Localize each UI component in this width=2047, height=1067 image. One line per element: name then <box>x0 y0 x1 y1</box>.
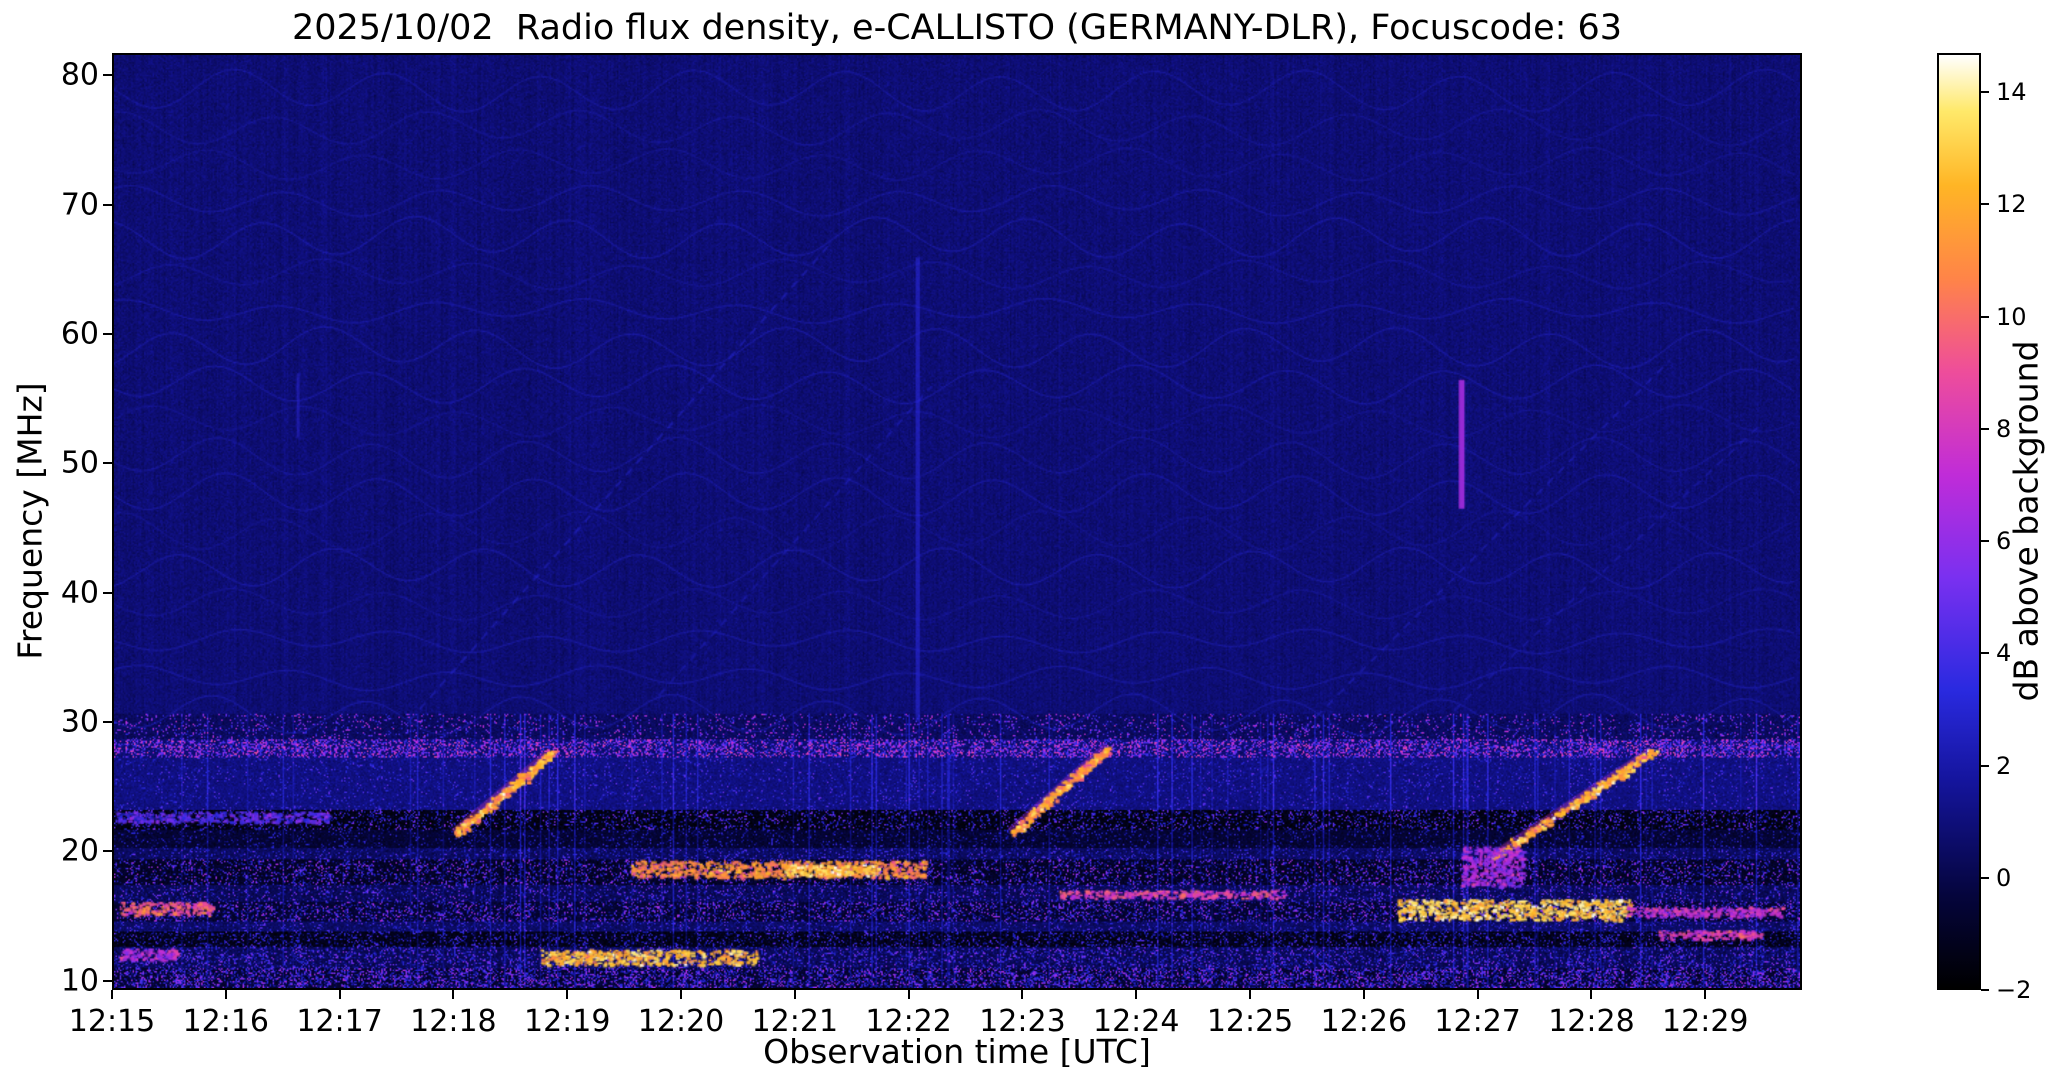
x-tick-mark <box>111 990 113 999</box>
y-tick-label: 40 <box>60 575 99 611</box>
y-tick-mark <box>103 203 112 206</box>
colorbar-tick-mark <box>1981 989 1989 991</box>
x-tick-mark <box>907 990 910 999</box>
y-tick-label: 50 <box>60 445 99 481</box>
y-tick-mark <box>103 591 112 594</box>
colorbar-tick-mark <box>1981 427 1989 430</box>
colorbar-tick-label: 0 <box>1996 863 2012 892</box>
colorbar-tick-label: 8 <box>1996 414 2012 443</box>
x-tick-label: 12:23 <box>979 1004 1066 1039</box>
x-tick-mark <box>452 990 455 999</box>
x-tick-mark <box>1590 990 1593 999</box>
colorbar-label: dB above background <box>2006 340 2046 702</box>
colorbar-tick-label: 6 <box>1996 527 2012 556</box>
x-tick-label: 12:29 <box>1662 1004 1749 1039</box>
y-tick-mark <box>103 979 112 982</box>
colorbar-tick-mark <box>1981 91 1989 94</box>
x-tick-label: 12:20 <box>637 1004 725 1039</box>
x-tick-label: 12:22 <box>865 1004 952 1039</box>
colorbar-tick-label: 2 <box>1996 751 2012 780</box>
y-tick-label: 80 <box>60 57 99 93</box>
spectrogram-plot <box>112 53 1802 990</box>
y-tick-label: 10 <box>60 963 99 999</box>
x-tick-label: 12:26 <box>1320 1004 1408 1039</box>
x-tick-mark <box>793 990 796 999</box>
colorbar <box>1937 53 1981 990</box>
y-tick-label: 30 <box>60 704 99 740</box>
x-tick-mark <box>1249 990 1252 999</box>
x-tick-label: 12:25 <box>1206 1004 1294 1039</box>
y-tick-mark <box>103 462 112 465</box>
colorbar-tick-label: −2 <box>1996 976 2032 1004</box>
colorbar-tick-label: 12 <box>1996 190 2027 219</box>
colorbar-tick-mark <box>1981 315 1989 318</box>
x-tick-mark <box>338 990 341 999</box>
spectrogram-canvas <box>114 55 1800 988</box>
colorbar-tick-label: 14 <box>1996 78 2027 107</box>
colorbar-tick-label: 10 <box>1996 302 2027 331</box>
y-tick-label: 60 <box>60 316 99 352</box>
colorbar-tick-mark <box>1981 203 1989 206</box>
x-tick-label: 12:18 <box>410 1004 497 1039</box>
x-tick-mark <box>680 990 683 999</box>
x-tick-mark <box>566 990 569 999</box>
x-tick-mark <box>1021 990 1024 999</box>
x-tick-label: 12:15 <box>68 1004 156 1039</box>
x-tick-label: 12:17 <box>296 1004 383 1039</box>
x-tick-label: 12:27 <box>1434 1004 1521 1039</box>
y-tick-mark <box>103 720 112 723</box>
y-tick-label: 20 <box>60 833 99 869</box>
y-tick-mark <box>103 850 112 853</box>
x-tick-mark <box>1704 990 1707 999</box>
x-tick-mark <box>1362 990 1365 999</box>
y-axis-label: Frequency [MHz] <box>10 382 50 660</box>
x-tick-label: 12:24 <box>1093 1004 1180 1039</box>
plot-title: 2025/10/02 Radio flux density, e-CALLIST… <box>291 8 1623 48</box>
colorbar-tick-label: 4 <box>1996 639 2012 668</box>
colorbar-tick-mark <box>1981 764 1989 767</box>
x-tick-label: 12:21 <box>751 1004 839 1039</box>
y-tick-mark <box>103 332 112 335</box>
colorbar-tick-mark <box>1981 540 1989 543</box>
x-tick-label: 12:19 <box>523 1004 611 1039</box>
x-tick-mark <box>1476 990 1479 999</box>
colorbar-tick-mark <box>1981 876 1989 879</box>
x-tick-mark <box>224 990 227 999</box>
x-axis-label: Observation time [UTC] <box>763 1032 1151 1067</box>
colorbar-tick-mark <box>1981 652 1989 655</box>
x-tick-label: 12:28 <box>1548 1004 1635 1039</box>
y-tick-mark <box>103 74 112 77</box>
x-tick-mark <box>1135 990 1138 999</box>
y-tick-label: 70 <box>60 187 99 223</box>
x-tick-label: 12:16 <box>182 1004 270 1039</box>
